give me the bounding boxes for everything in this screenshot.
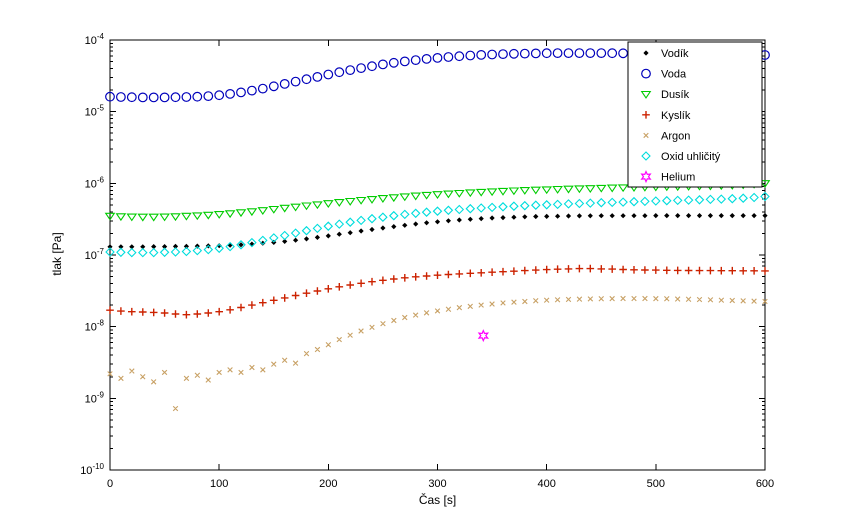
legend-item-voda: Voda xyxy=(641,69,687,81)
x-axis-label: Čas [s] xyxy=(418,493,457,507)
legend-label: Argon xyxy=(661,130,690,142)
legend: Vodík Voda Dusík Kyslík Argon Oxid uhličitý He… xyxy=(627,41,763,188)
legend-label: Kyslík xyxy=(661,110,691,122)
y-tick-label: 10-6 xyxy=(85,175,105,190)
y-axis-label: tlak [Pa] xyxy=(50,232,64,276)
tick-labels: 0 100 200 300 400 500 600 10-10 10-9 10-8 10-7 10-6… xyxy=(80,32,774,490)
series-oxid-uhlicity xyxy=(105,191,770,258)
x-tick-label: 500 xyxy=(647,478,665,490)
x-tick-label: 200 xyxy=(319,478,337,490)
y-tick-label: 10-4 xyxy=(85,32,105,47)
legend-label: Helium xyxy=(661,172,695,184)
series-argon xyxy=(107,295,768,412)
x-tick-label: 300 xyxy=(428,478,446,490)
legend-label: Dusík xyxy=(661,89,690,101)
legend-item-dusik: Dusík xyxy=(640,89,690,101)
y-tick-label: 10-9 xyxy=(85,390,105,405)
legend-item-kyslik: Kyslík xyxy=(642,110,691,122)
legend-item-argon: Argon xyxy=(643,130,690,142)
legend-label: Vodík xyxy=(661,48,689,60)
legend-item-oxid-uhlicity: Oxid uhličitý xyxy=(641,151,721,163)
x-tick-label: 400 xyxy=(537,478,555,490)
y-tick-label: 10-10 xyxy=(80,462,104,477)
y-tick-label: 10-5 xyxy=(85,104,105,119)
legend-label: Voda xyxy=(661,69,687,81)
series-vodik xyxy=(107,213,768,250)
y-tick-label: 10-7 xyxy=(85,247,105,262)
legend-item-helium: Helium xyxy=(640,170,695,184)
legend-item-vodik: Vodík xyxy=(643,48,689,60)
y-tick-label: 10-8 xyxy=(85,319,105,334)
series-kyslik xyxy=(106,264,769,319)
series-helium xyxy=(477,329,490,343)
x-tick-label: 0 xyxy=(107,478,113,490)
x-tick-label: 100 xyxy=(210,478,228,490)
x-tick-label: 600 xyxy=(756,478,774,490)
legend-label: Oxid uhličitý xyxy=(661,151,721,163)
